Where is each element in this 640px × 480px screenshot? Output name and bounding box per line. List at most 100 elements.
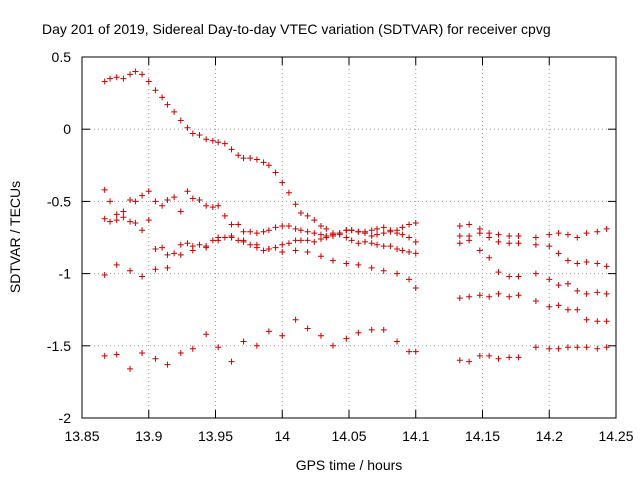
chart-title: Day 201 of 2019, Sidereal Day-to-day VTE… [42,21,551,37]
data-point-band-a [272,224,279,231]
data-point-right-upper [532,234,539,241]
data-point-upper [132,68,139,75]
data-point-upper [107,75,114,82]
data-point-upper [127,71,134,78]
data-point-right-band [476,247,483,254]
data-point-upper [189,130,196,137]
data-point-upper [317,222,324,229]
data-point-right-mid [532,241,539,248]
data-point-right-mid [456,233,463,240]
y-tick-label: 0.5 [52,49,72,65]
data-point-band-b [336,230,343,237]
data-point-band-c [412,285,419,292]
data-point-upper [171,108,178,115]
data-point-band-c [265,246,272,253]
data-point-right-lower-b [515,354,522,361]
data-point-band-a [101,186,108,193]
data-point-band-b [380,224,387,231]
data-point-right-mid [495,238,502,245]
data-point-band-a [159,202,166,209]
data-point-lower [406,348,413,355]
x-tick-label: 14.1 [402,428,429,444]
data-point-band-c [139,273,146,280]
data-point-right-band [515,273,522,280]
data-point-band-c [215,237,222,244]
data-point-upper [240,155,247,162]
data-point-band-c [189,247,196,254]
data-point-band-a [297,227,304,234]
data-point-right-upper [594,228,601,235]
data-point-band-b [412,238,419,245]
data-point-band-a [260,228,267,235]
data-point-band-b [279,241,286,248]
data-point-band-c [380,267,387,274]
data-point-band-a [171,194,178,201]
axis-ticks: 13.85 13.9 13.95 14 14.05 14.1 14.15 14.2 14.25 0… [47,49,634,444]
data-point-right-mid [594,260,601,267]
data-point-right-band [456,240,463,247]
data-point-upper [311,217,318,224]
data-point-right-upper [564,231,571,238]
y-tick-label: -1 [59,266,72,282]
data-point-lower [368,326,375,333]
data-point-upper [177,117,184,124]
data-point-band-a [228,221,235,228]
data-point-right-lower-b [555,345,562,352]
data-point-right-upper [603,225,610,232]
data-point-right-lower-b [486,352,493,359]
data-point-band-a [368,233,375,240]
data-point-upper [228,146,235,153]
data-point-band-a [285,222,292,229]
data-point-right-band [603,290,610,297]
data-point-band-b [113,217,120,224]
data-point-band-a [196,196,203,203]
data-point-band-a [164,196,171,203]
data-point-band-b [374,225,381,232]
x-tick-label: 13.95 [198,428,233,444]
data-point-upper [394,246,401,253]
data-point-upper [209,137,216,144]
data-point-band-a [399,224,406,231]
data-point-right-upper [506,233,513,240]
data-point-upper [215,139,222,146]
data-point-upper [343,234,350,241]
data-point-lower [203,331,210,338]
data-point-upper [285,189,292,196]
data-point-right-lower-a [466,293,473,300]
data-point-band-a [113,211,120,218]
data-point-band-c [164,264,171,271]
data-point-band-c [304,248,311,255]
data-point-lower [152,355,159,362]
data-point-band-a [189,195,196,202]
data-point-band-b [209,237,216,244]
data-point-lower [329,342,336,349]
data-point-band-b [127,218,134,225]
data-point-upper [235,152,242,159]
data-point-band-b [406,234,413,241]
data-point-band-c [317,253,324,260]
data-point-right-upper [574,234,581,241]
data-point-upper [297,209,304,216]
x-tick-label: 14 [274,428,290,444]
data-point-upper [292,201,299,208]
y-tick-label: 0 [63,121,71,137]
data-point-band-b [247,241,254,248]
data-point-right-mid [506,240,513,247]
data-point-band-b [152,246,159,253]
data-point-upper [260,159,267,166]
data-point-right-upper [555,230,562,237]
data-point-right-band [466,233,473,240]
data-point-lower [265,328,272,335]
data-point-right-lower-b [456,357,463,364]
data-point-right-band [594,289,601,296]
data-point-band-b [221,234,228,241]
data-point-lower [127,365,134,372]
data-point-lower [279,332,286,339]
data-point-lower [101,352,108,359]
data-point-band-b [132,220,139,227]
data-point-band-b [159,244,166,251]
data-point-upper [374,241,381,248]
data-point-band-a [279,222,286,229]
data-point-right-lower-a [495,290,502,297]
